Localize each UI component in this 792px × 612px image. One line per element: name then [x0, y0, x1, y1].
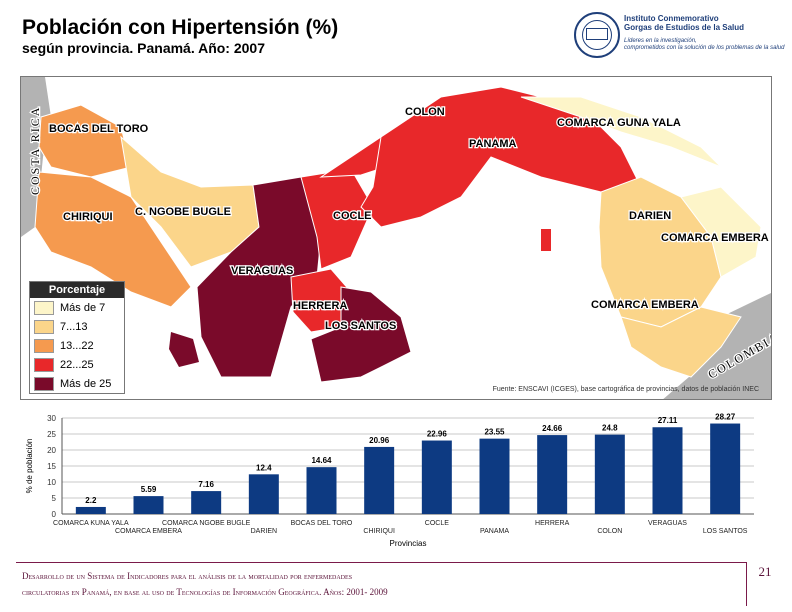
bar [537, 435, 568, 514]
legend-swatch [34, 319, 54, 334]
data-label: 7.16 [198, 480, 214, 489]
y-tick-label: 5 [52, 494, 57, 503]
x-tick-label: LOS SANTOS [703, 528, 748, 535]
footer-divider [746, 562, 747, 606]
institution-logo: Instituto Conmemorativo Gorgas de Estudio… [574, 12, 784, 68]
data-label: 14.64 [311, 456, 332, 465]
region-panama [360, 86, 642, 228]
label-darien: DARIEN [629, 210, 671, 222]
page-subtitle: según provincia. Panamá. Año: 2007 [22, 40, 266, 56]
region-veraguas-island [169, 332, 199, 367]
province-map: COSTA RICA COLOMBIA BOCAS DEL TORO CHIRI… [20, 76, 772, 400]
x-tick-label: BOCAS DEL TORO [291, 520, 353, 527]
label-herrera: HERRERA [293, 300, 347, 312]
bar [594, 434, 625, 514]
x-tick-label: COMARCA EMBERA [115, 528, 182, 535]
seal-icon [574, 12, 620, 58]
region-chiriqui [34, 171, 192, 308]
label-los-santos: LOS SANTOS [325, 320, 396, 332]
bar [364, 446, 395, 514]
footer-rule [16, 562, 746, 563]
label-guna-yala: COMARCA GUNA YALA [557, 117, 681, 129]
legend-swatch [34, 338, 54, 353]
region-bocas-del-toro [38, 104, 132, 178]
data-label: 20.96 [369, 436, 390, 445]
legend-item: 22...25 [30, 355, 124, 374]
bar [479, 438, 510, 514]
data-label: 24.66 [542, 424, 563, 433]
data-label: 22.96 [427, 430, 448, 439]
label-panama: PANAMA [469, 138, 517, 150]
x-tick-label: DARIEN [251, 528, 277, 535]
map-source: Fuente: ENSCAVI (ICGES), base cartográfi… [492, 386, 759, 393]
region-los-santos [310, 286, 412, 383]
map-canvas: COSTA RICA COLOMBIA BOCAS DEL TORO CHIRI… [21, 77, 771, 399]
data-label: 23.55 [484, 428, 505, 437]
y-tick-label: 20 [47, 446, 56, 455]
x-axis-label: Provincias [390, 539, 427, 548]
data-label: 28.27 [715, 413, 736, 422]
legend-item: 7...13 [30, 317, 124, 336]
bar [75, 506, 106, 514]
region-embera-2 [620, 306, 742, 378]
legend-swatch [34, 300, 54, 315]
footer-text: Desarrollo de un Sistema de Indicadores … [22, 571, 388, 597]
label-costa-rica: COSTA RICA [28, 106, 42, 195]
label-embera-1: COMARCA EMBERA [661, 232, 769, 244]
bar [710, 423, 741, 514]
x-tick-label: COMARCA NGOBE BUGLE [162, 520, 251, 527]
x-tick-label: VERAGUAS [648, 520, 687, 527]
data-label: 12.4 [256, 463, 272, 472]
y-tick-label: 15 [47, 462, 56, 471]
x-tick-label: COLON [597, 528, 622, 535]
label-chiriqui: CHIRIQUI [63, 211, 113, 223]
logo-name: Instituto Conmemorativo Gorgas de Estudio… [624, 14, 745, 32]
legend-item: Más de 25 [30, 374, 124, 393]
legend-swatch [34, 357, 54, 372]
region-embera-1 [680, 186, 762, 278]
legend-swatch [34, 376, 54, 391]
data-label: 24.8 [602, 424, 618, 433]
legend-item: 13...22 [30, 336, 124, 355]
y-tick-label: 0 [52, 510, 57, 519]
bar-chart-canvas: 0 5 10 15 20 25 30 % de población 2.2 COMARCA KUN… [25, 413, 754, 548]
label-bocas: BOCAS DEL TORO [49, 123, 149, 135]
bar-chart: 0 5 10 15 20 25 30 % de población 2.2 COMARCA KUN… [20, 406, 772, 556]
label-ngobe: C. NGOBE BUGLE [135, 206, 231, 218]
region-small-island [541, 229, 551, 251]
data-label: 2.2 [85, 496, 97, 505]
page-number: 21 [758, 564, 772, 579]
data-label: 5.59 [141, 485, 157, 494]
bar [652, 427, 683, 514]
data-label: 27.11 [658, 416, 678, 425]
y-tick-label: 30 [47, 414, 56, 423]
page-title: Población con Hipertensión (%) [22, 16, 339, 39]
legend-title: Porcentaje [30, 282, 124, 298]
region-guna-yala [520, 96, 722, 168]
y-tick-label: 25 [47, 430, 56, 439]
y-tick-label: 10 [47, 478, 56, 487]
bar [421, 440, 452, 514]
x-tick-label: COCLE [425, 520, 449, 527]
bar [306, 467, 337, 514]
bar [248, 474, 279, 514]
label-colon: COLON [405, 106, 445, 118]
y-axis-label: % de población [25, 439, 34, 494]
label-embera-2: COMARCA EMBERA [591, 299, 699, 311]
x-tick-label: PANAMA [480, 528, 509, 535]
bar [191, 491, 222, 514]
x-tick-label: CHIRIQUI [363, 528, 395, 535]
logo-tagline: Líderes en la investigación, comprometido… [624, 38, 785, 51]
x-tick-label: COMARCA KUNA YALA [53, 520, 129, 527]
legend-item: Más de 7 [30, 298, 124, 317]
label-cocle: COCLE [333, 210, 372, 222]
x-tick-label: HERRERA [535, 520, 570, 527]
map-legend: Porcentaje Más de 7 7...13 13...22 22...… [29, 281, 125, 394]
label-veraguas: VERAGUAS [231, 265, 293, 277]
bar [133, 496, 164, 514]
